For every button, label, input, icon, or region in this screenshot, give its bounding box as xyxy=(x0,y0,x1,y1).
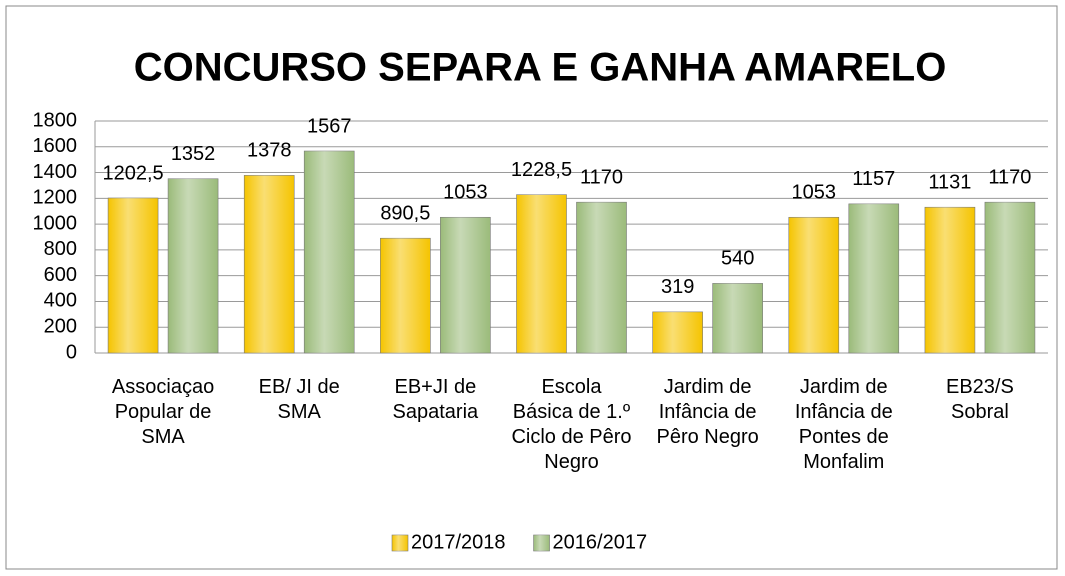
y-tick-label: 800 xyxy=(44,238,77,260)
data-label: 1228,5 xyxy=(511,159,572,181)
y-tick-label: 600 xyxy=(44,264,77,286)
bar-highlight xyxy=(576,202,627,353)
y-tick-label: 0 xyxy=(66,341,77,363)
data-label: 1053 xyxy=(792,182,837,204)
y-tick-label: 200 xyxy=(44,316,77,338)
y-tick-label: 400 xyxy=(44,290,77,312)
bar-highlight xyxy=(168,178,219,353)
data-label: 1352 xyxy=(171,143,216,165)
data-label: 540 xyxy=(721,248,754,270)
bar-highlight xyxy=(924,207,975,353)
bar-highlight xyxy=(712,283,763,353)
chart-title: CONCURSO SEPARA E GANHA AMARELO xyxy=(134,46,947,90)
bar-highlight xyxy=(848,203,899,353)
x-tick-label: Jardim de Infância de Pontes de Monfalim xyxy=(794,376,893,473)
data-label: 1170 xyxy=(988,166,1031,188)
data-label: 319 xyxy=(661,276,694,298)
data-label: 1567 xyxy=(307,115,352,137)
legend-label: 2016/2017 xyxy=(553,531,648,553)
data-label: 1131 xyxy=(928,172,971,194)
legend-swatch-highlight xyxy=(392,535,408,551)
y-tick-label: 1600 xyxy=(33,135,78,157)
y-tick-label: 1000 xyxy=(33,212,78,234)
x-tick-label: Jardim de Infância de Pêro Negro xyxy=(656,376,759,448)
data-label: 1378 xyxy=(247,140,292,162)
y-tick-label: 1200 xyxy=(33,187,78,209)
x-tick-label: Escola Básica de 1.º Ciclo de Pêro Negro xyxy=(511,376,632,473)
legend-swatch-highlight xyxy=(533,535,550,551)
data-label: 1157 xyxy=(852,168,895,190)
x-tick-label: EB23/S Sobral xyxy=(946,376,1014,423)
bar-highlight xyxy=(108,198,159,353)
legend-label: 2017/2018 xyxy=(411,531,506,553)
bar-highlight xyxy=(440,217,491,353)
data-label: 1053 xyxy=(443,182,488,204)
bar-highlight xyxy=(652,311,703,353)
y-tick-label: 1800 xyxy=(33,109,78,131)
y-tick-label: 1400 xyxy=(33,161,78,183)
bar-highlight xyxy=(244,175,295,353)
data-label: 1202,5 xyxy=(102,162,163,184)
x-tick-label: Associaçao Popular de SMA xyxy=(111,376,215,448)
bar-highlight xyxy=(516,194,567,353)
bar-highlight xyxy=(304,151,355,353)
x-tick-label: EB+JI de Sapataria xyxy=(392,376,479,423)
bar-highlight xyxy=(788,217,839,353)
x-tick-label: EB/ JI de SMA xyxy=(258,376,340,423)
data-label: 1170 xyxy=(580,166,623,188)
bar-highlight xyxy=(984,202,1035,353)
bar-highlight xyxy=(380,238,431,353)
data-label: 890,5 xyxy=(380,203,430,225)
